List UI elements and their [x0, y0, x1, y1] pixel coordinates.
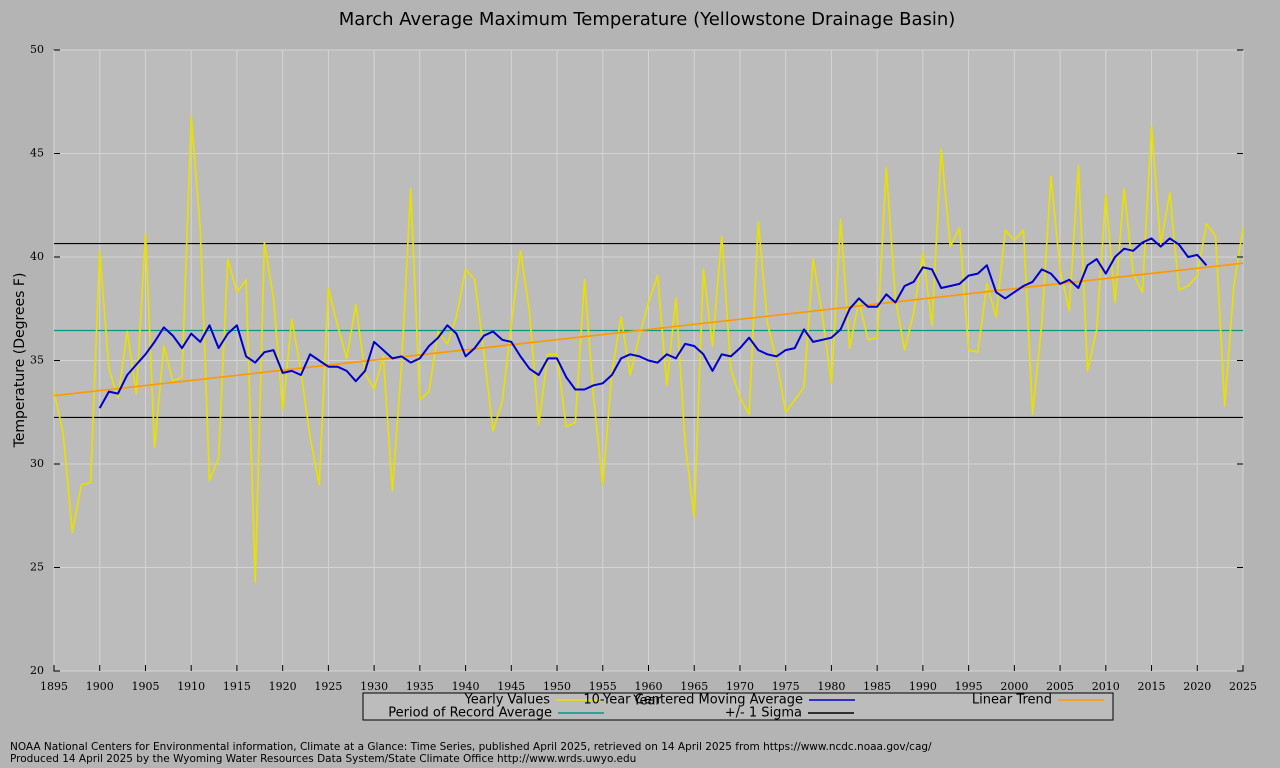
legend-label: 10-Year Centered Moving Average [583, 693, 803, 708]
x-tick-label: 1940 [452, 680, 480, 693]
x-tick-label: 1955 [589, 680, 617, 693]
y-tick-label: 45 [30, 147, 44, 160]
series-line [53, 262, 1244, 397]
x-axis-label: Year [632, 694, 661, 709]
x-tick-label: 1920 [269, 680, 297, 693]
y-axis-label: Temperature (Degrees F) [12, 273, 28, 449]
x-tick-label: 1900 [86, 680, 114, 693]
y-tick-label: 40 [30, 250, 44, 263]
legend-label: +/- 1 Sigma [725, 706, 802, 721]
x-tick-label: 1995 [955, 680, 983, 693]
series-line [53, 115, 1244, 583]
x-tick-label: 2005 [1046, 680, 1074, 693]
x-tick-label: 1985 [863, 680, 891, 693]
legend: Yearly Values 10-Year Centered Moving Ave… [388, 693, 1104, 721]
x-tick-label: 1970 [726, 680, 754, 693]
x-tick-label: 1960 [635, 680, 663, 693]
y-tick-label: 50 [30, 43, 44, 56]
y-tick-label: 20 [30, 664, 44, 677]
footer-line: Produced 14 April 2025 by the Wyoming Wa… [10, 753, 636, 765]
x-tick-label: 1945 [497, 680, 525, 693]
y-tick-label: 30 [30, 457, 44, 470]
x-tick-label: 1965 [680, 680, 708, 693]
lines [53, 115, 1244, 583]
y-tick-label: 25 [30, 561, 44, 574]
x-tick-label: 2015 [1138, 680, 1166, 693]
x-tick-label: 1980 [817, 680, 845, 693]
x-tick-label: 1905 [131, 680, 159, 693]
x-tick-label: 1950 [543, 680, 571, 693]
ticks: 1895 1900 1905 1910 1915 1920 1925 1930 1935 1940… [30, 43, 1257, 693]
x-tick-label: 2000 [1000, 680, 1028, 693]
legend-label: Yearly Values [464, 693, 551, 708]
chart-title: March Average Maximum Temperature (Yello… [339, 9, 956, 30]
legend-box [362, 692, 1114, 721]
x-tick-label: 1925 [314, 680, 342, 693]
x-tick-label: 2025 [1229, 680, 1257, 693]
footer-line: NOAA National Centers for Environmental … [10, 741, 932, 753]
x-tick-label: 1975 [772, 680, 800, 693]
x-tick-label: 2010 [1092, 680, 1120, 693]
y-tick-label: 35 [30, 354, 44, 367]
x-tick-label: 1895 [40, 680, 68, 693]
x-tick-label: 1930 [360, 680, 388, 693]
x-tick-label: 1990 [909, 680, 937, 693]
legend-label: Linear Trend [972, 693, 1052, 708]
x-tick-label: 1935 [406, 680, 434, 693]
x-tick-label: 2020 [1183, 680, 1211, 693]
x-tick-label: 1915 [223, 680, 251, 693]
x-tick-label: 1910 [177, 680, 205, 693]
series-line [98, 237, 1208, 409]
legend-label: Period of Record Average [388, 706, 552, 721]
